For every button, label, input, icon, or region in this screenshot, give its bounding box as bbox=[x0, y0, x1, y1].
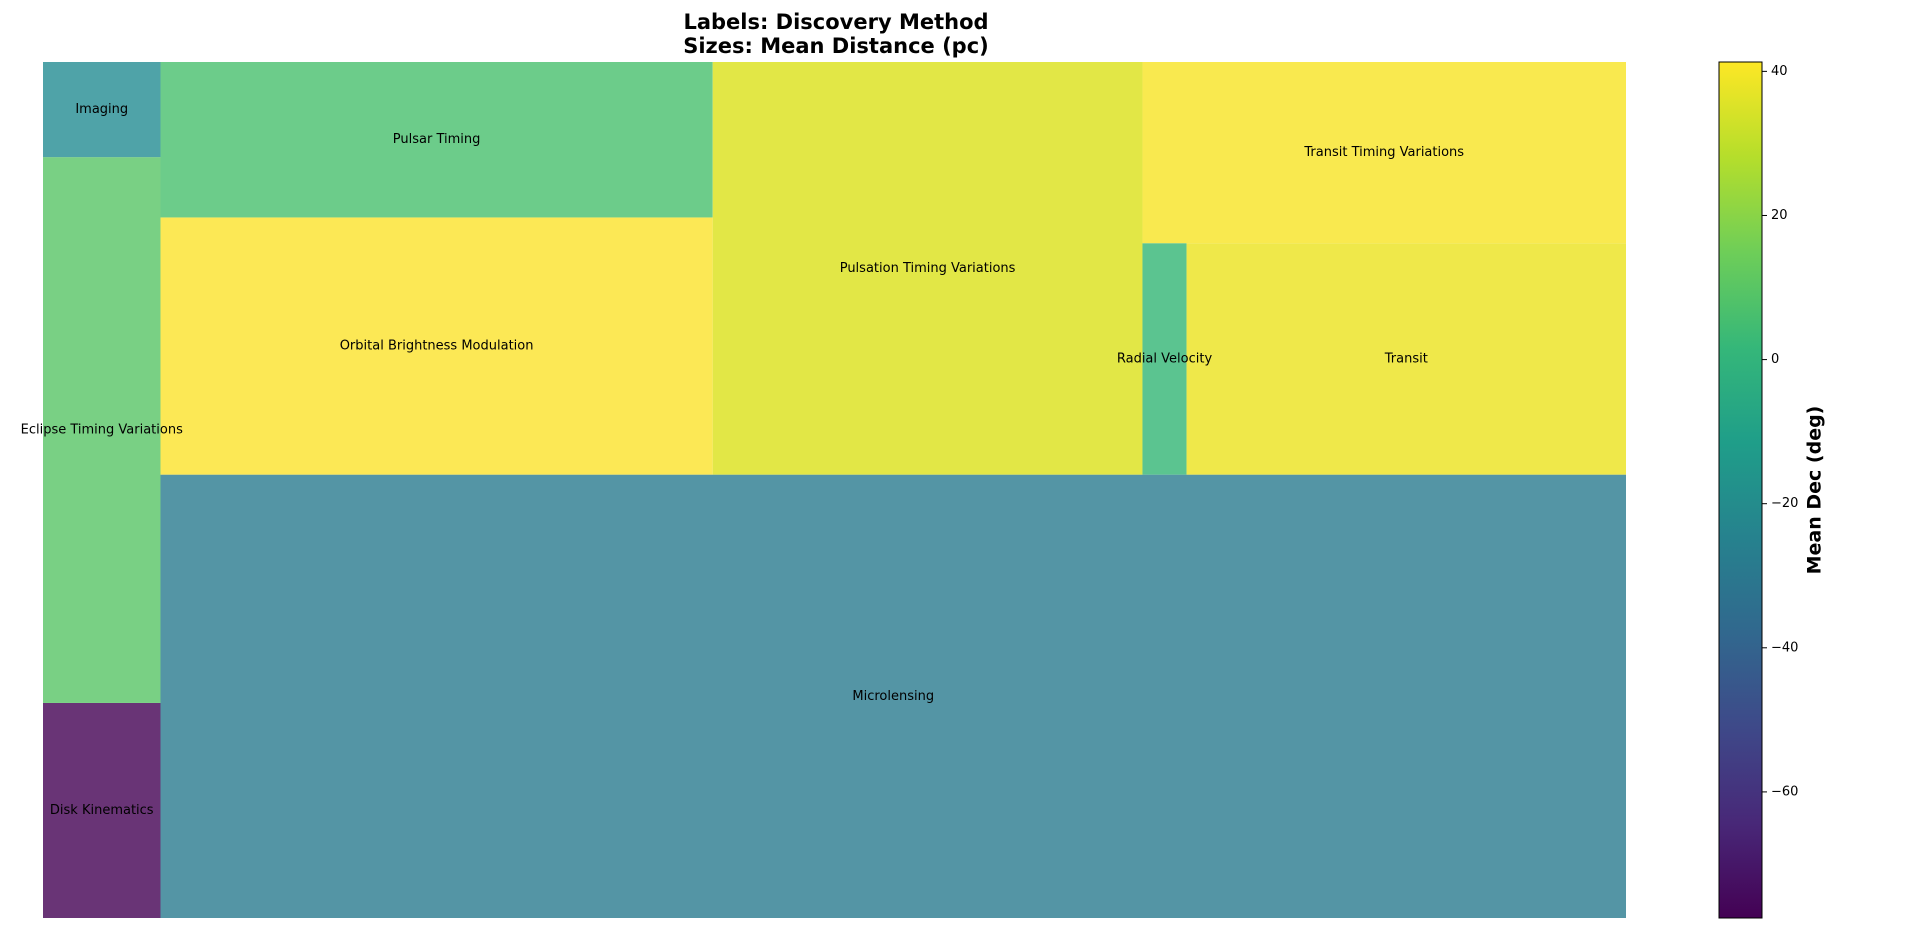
colorbar-tick-label: 0 bbox=[1771, 352, 1779, 367]
colorbar-tick-label: −60 bbox=[1771, 784, 1798, 799]
chart-title: Sizes: Mean Distance (pc) bbox=[683, 34, 989, 58]
cell-label: Microlensing bbox=[852, 689, 934, 704]
colorbar-tick-label: −20 bbox=[1771, 496, 1798, 511]
cell-label: Imaging bbox=[75, 102, 128, 117]
colorbar-tick-label: −40 bbox=[1771, 640, 1798, 655]
treemap-cell bbox=[1142, 243, 1187, 475]
treemap-cell bbox=[43, 62, 161, 158]
treemap-cell bbox=[160, 62, 713, 218]
chart-title: Labels: Discovery Method bbox=[683, 10, 988, 34]
cell-label: Eclipse Timing Variations bbox=[21, 423, 183, 438]
cell-label: Transit bbox=[1384, 351, 1428, 366]
cell-label: Pulsation Timing Variations bbox=[840, 261, 1016, 276]
treemap-cell bbox=[160, 474, 1627, 918]
colorbar bbox=[1718, 61, 1763, 919]
cell-label: Orbital Brightness Modulation bbox=[340, 339, 534, 354]
cell-label: Transit Timing Variations bbox=[1303, 145, 1464, 160]
treemap-cell bbox=[43, 702, 161, 918]
treemap-cell bbox=[1142, 62, 1626, 244]
colorbar-tick-label: 40 bbox=[1771, 64, 1788, 79]
cell-label: Pulsar Timing bbox=[393, 132, 481, 147]
cell-label: Radial Velocity bbox=[1117, 351, 1213, 366]
colorbar-label: Mean Dec (deg) bbox=[1804, 406, 1826, 575]
treemap-cell bbox=[43, 157, 161, 703]
treemap-cell bbox=[160, 217, 713, 475]
treemap-cell bbox=[712, 62, 1143, 475]
cell-label: Disk Kinematics bbox=[50, 803, 154, 818]
treemap-cell bbox=[1186, 243, 1626, 475]
colorbar-tick-label: 20 bbox=[1771, 208, 1788, 223]
